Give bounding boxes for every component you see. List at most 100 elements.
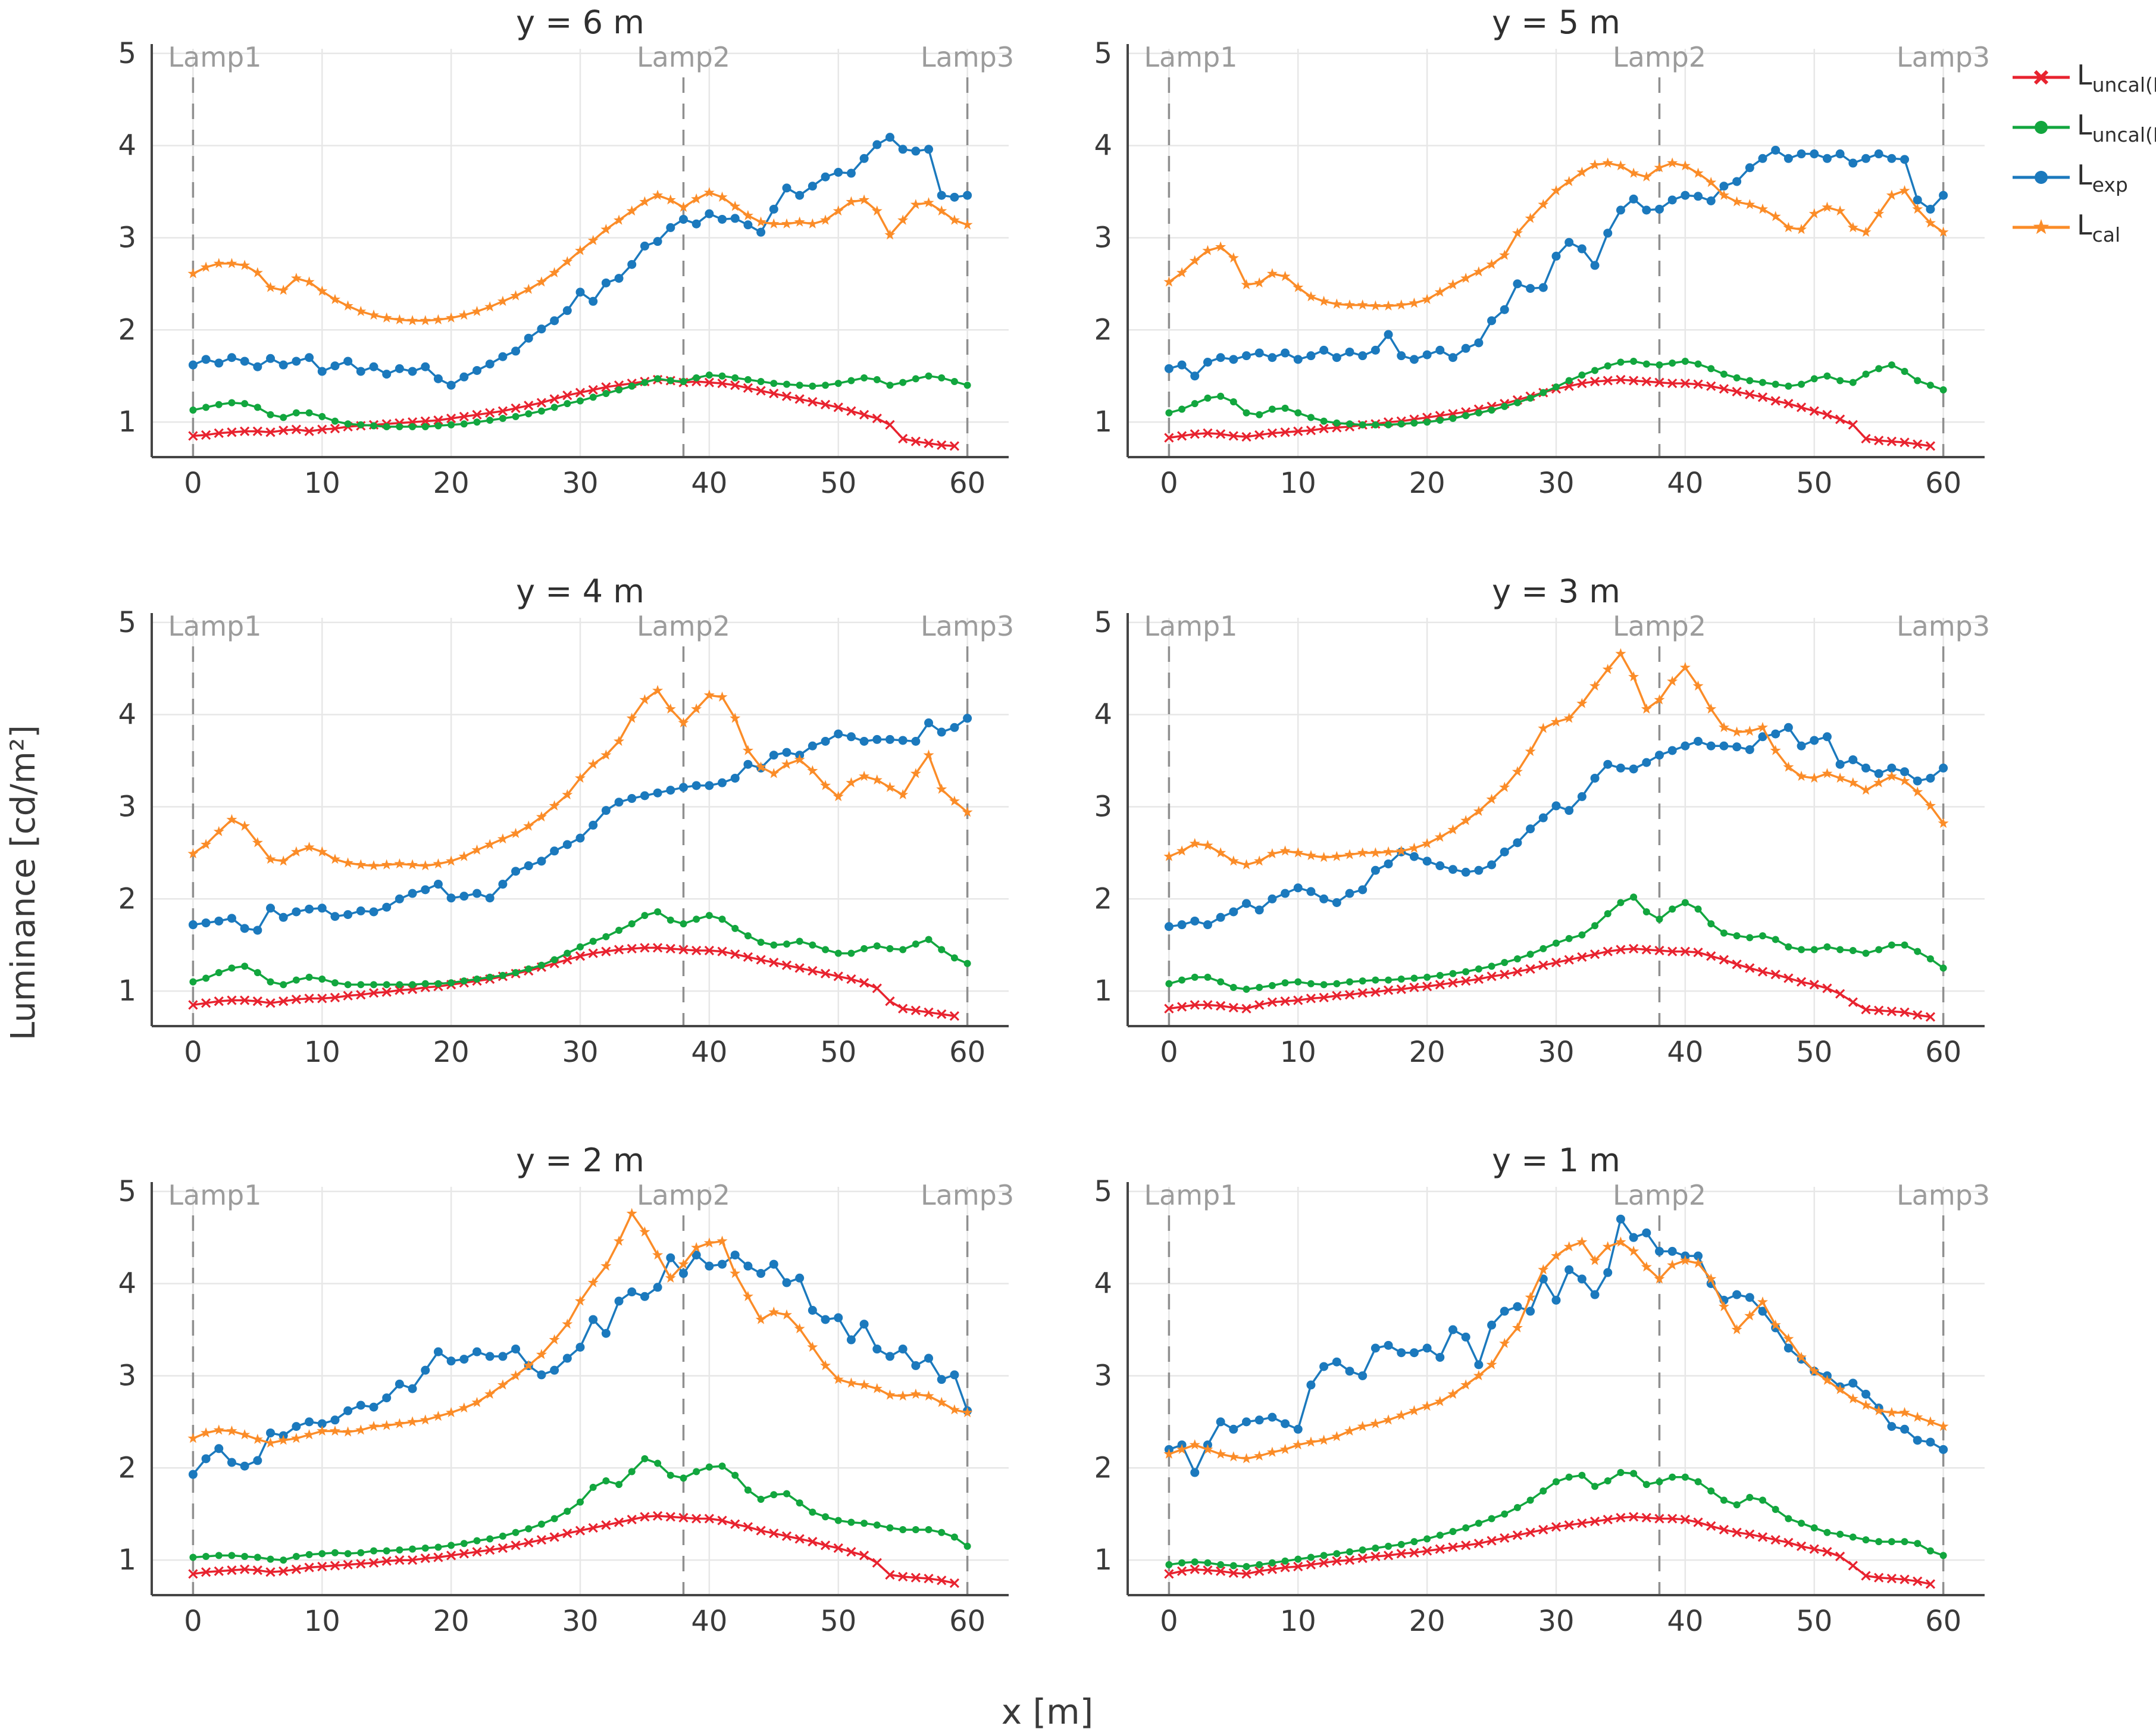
x-tick-label: 10 xyxy=(1280,467,1316,500)
series-L_exp-marker xyxy=(705,781,714,790)
series-L_exp-marker xyxy=(1306,1380,1316,1390)
series-L_uncal(R1)-marker xyxy=(1888,361,1895,369)
series-L_uncal(R1)-marker xyxy=(1810,946,1818,954)
series-L_uncal(R1)-marker xyxy=(1243,1562,1250,1570)
series-L_exp-marker xyxy=(769,1259,778,1269)
series-L_exp-marker xyxy=(1461,343,1470,353)
y-tick-label: 4 xyxy=(118,698,136,731)
series-L_exp-marker xyxy=(1409,852,1419,861)
series-L_uncal(R1)-marker xyxy=(1758,1496,1766,1504)
series-L_exp-marker xyxy=(1293,883,1303,893)
series-L_uncal(R1)-marker xyxy=(1513,399,1521,407)
series-L_exp-marker xyxy=(821,1315,830,1324)
series-L_exp-marker xyxy=(1822,732,1832,742)
series-L_uncal(R1)-marker xyxy=(718,915,726,923)
series-L_exp-marker xyxy=(524,333,533,343)
series-L_exp-marker xyxy=(562,840,572,849)
series-L_uncal(R1)-marker xyxy=(1436,971,1444,979)
series-L_exp-marker xyxy=(911,737,921,746)
series-L_exp-marker xyxy=(1422,856,1432,866)
series-L_exp-marker xyxy=(369,907,378,917)
series-L_uncal(R1)-marker xyxy=(1372,421,1379,429)
series-L_uncal(R1)-marker xyxy=(1553,1478,1560,1486)
series-L_exp-marker xyxy=(1913,195,1922,205)
series-L_exp-marker xyxy=(834,168,843,177)
series-L_uncal(R1)-marker xyxy=(1488,962,1495,970)
series-L_uncal(R1)-marker xyxy=(796,382,803,389)
series-L_uncal(R1)-marker xyxy=(409,981,417,989)
series-L_exp-marker xyxy=(1694,1251,1703,1261)
series-L_exp-marker xyxy=(1551,251,1561,261)
series-L_exp-marker xyxy=(433,880,443,889)
lamp-label-1: Lamp1 xyxy=(168,610,261,642)
series-L_exp-marker xyxy=(769,204,778,214)
series-L_exp-marker xyxy=(292,357,301,366)
series-L_uncal(R1)-marker xyxy=(1901,367,1908,375)
series-L_uncal(R1)-marker xyxy=(241,962,249,970)
legend-marker-circle-icon xyxy=(2013,171,2070,184)
series-L_uncal(R1)-marker xyxy=(1591,367,1599,374)
x-tick-label: 50 xyxy=(820,467,856,500)
series-L_uncal(R1)-marker xyxy=(357,421,365,429)
series-L_uncal(R1)-marker xyxy=(718,1462,726,1470)
series-L_uncal(R1)-marker xyxy=(215,1552,223,1559)
series-L_uncal(R1)-marker xyxy=(1449,1528,1457,1536)
series-L_uncal(R1)-marker xyxy=(525,965,533,973)
series-L_uncal(R1)-marker xyxy=(1669,905,1676,913)
lamp-label-2: Lamp2 xyxy=(1613,41,1706,73)
series-L_uncal(R1)-marker xyxy=(499,1532,506,1540)
x-tick-label: 0 xyxy=(1160,1036,1178,1069)
series-L_uncal(R1)-marker xyxy=(1591,922,1599,930)
series-L_exp-marker xyxy=(1848,158,1858,168)
series-L_exp-marker xyxy=(1319,1362,1329,1371)
series-L_uncal(R1)-marker xyxy=(1307,980,1315,987)
series-L_uncal(R1)-marker xyxy=(602,1477,610,1484)
series-L_exp-marker xyxy=(1590,261,1600,270)
series-L_uncal(R1)-marker xyxy=(1849,1533,1857,1541)
series-L_uncal(R1)-marker xyxy=(1681,899,1689,906)
series-L_exp-marker xyxy=(408,889,417,898)
series-L_uncal(R1)-marker xyxy=(1888,1538,1895,1546)
series-L_uncal(R1)-marker xyxy=(550,956,558,964)
series-L_uncal(R1)-marker xyxy=(486,1535,494,1543)
series-L_uncal(R1)-marker xyxy=(1707,365,1715,373)
y-tick-label: 1 xyxy=(118,974,136,1008)
series-L_uncal(R1)-marker xyxy=(744,1486,752,1494)
series-L_uncal(R1)-marker xyxy=(770,1491,778,1499)
series-L_exp-marker xyxy=(550,846,559,856)
y-tick-label: 2 xyxy=(118,1451,136,1484)
series-L_exp-marker xyxy=(1551,1295,1561,1305)
x-tick-label: 50 xyxy=(1796,467,1832,500)
series-L_uncal(R1)-marker xyxy=(757,378,765,386)
series-L_exp-marker xyxy=(562,306,572,315)
series-L_exp-marker xyxy=(1164,922,1174,931)
series-L_exp-marker xyxy=(589,1315,598,1324)
series-L_exp-marker xyxy=(1538,813,1548,823)
series-L_exp-marker xyxy=(601,806,611,815)
series-L_exp-marker xyxy=(769,751,778,760)
series-L_uncal(R1)-marker xyxy=(1810,1524,1818,1531)
series-L_exp-marker xyxy=(266,904,276,913)
series-L_uncal(R1)-marker xyxy=(615,386,623,393)
series-L_uncal(R1)-marker xyxy=(1307,414,1315,421)
series-L_uncal(R1)-marker xyxy=(1875,1538,1883,1546)
series-L_uncal(R1)-marker xyxy=(654,375,662,383)
legend-x-glyph xyxy=(2033,70,2049,85)
series-L_exp-marker xyxy=(1435,345,1445,355)
series-L_exp-marker xyxy=(1513,279,1522,289)
series-L_exp-marker xyxy=(1861,1389,1870,1399)
series-L_exp-marker xyxy=(201,355,211,364)
series-L_exp-marker xyxy=(782,183,791,193)
series-L_exp-marker xyxy=(1384,1340,1393,1350)
series-L_exp-marker xyxy=(305,1417,314,1427)
series-L_uncal(R1)-marker xyxy=(628,1468,636,1475)
series-L_exp-marker xyxy=(1461,867,1470,877)
y-tick-label: 5 xyxy=(118,609,136,639)
series-L_uncal(R1)-marker xyxy=(1178,1559,1186,1567)
series-L_uncal(R1)-marker xyxy=(254,1553,261,1561)
series-L_uncal(R1)-marker xyxy=(589,937,597,945)
series-L_exp-marker xyxy=(1654,751,1664,760)
lamp-label-2: Lamp2 xyxy=(1613,1179,1706,1211)
y-tick-label: 3 xyxy=(118,1359,136,1392)
